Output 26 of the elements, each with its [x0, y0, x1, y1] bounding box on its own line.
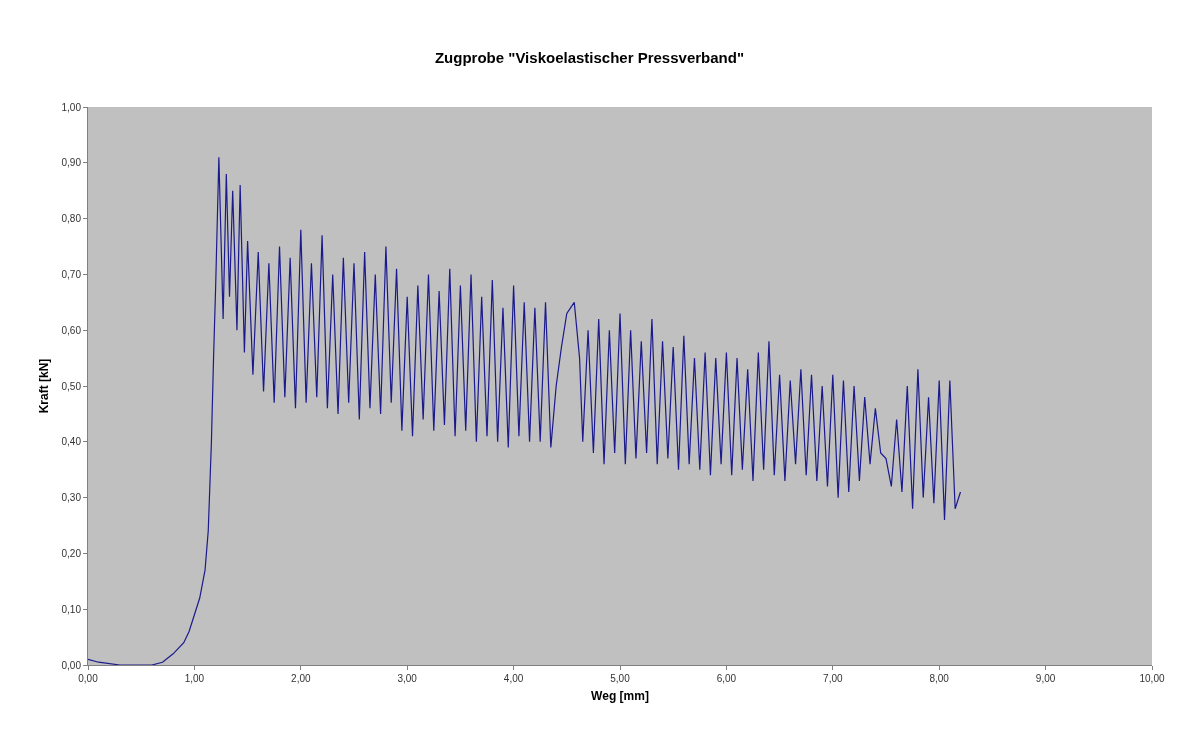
- x-tick-label: 4,00: [503, 673, 524, 684]
- x-tick-label: 6,00: [716, 673, 737, 684]
- x-tick-label: 9,00: [1035, 673, 1056, 684]
- x-tick-label: 5,00: [610, 673, 631, 684]
- y-axis-title: Kraft [kN]: [36, 358, 51, 414]
- chart-title: Zugprobe "Viskoelastischer Pressverband": [434, 48, 745, 66]
- x-tick-label: 8,00: [929, 673, 950, 684]
- x-tick-label: 0,00: [78, 673, 99, 684]
- y-tick-label: 0,50: [61, 380, 82, 392]
- x-tick-label: 1,00: [184, 673, 205, 684]
- y-tick-label: 0,40: [61, 436, 82, 448]
- y-tick-label: 0,80: [61, 213, 82, 225]
- y-tick-label: 0,00: [61, 659, 82, 671]
- x-tick-label: 3,00: [397, 673, 418, 684]
- x-tick-label: 7,00: [823, 673, 843, 684]
- x-axis-title: Weg [mm]: [591, 688, 649, 703]
- y-tick-label: 0,90: [61, 157, 82, 169]
- y-tick-label: 1,00: [61, 101, 82, 113]
- x-tick-label: 10,00: [1139, 673, 1165, 684]
- y-tick-label: 0,70: [61, 268, 82, 280]
- line-series: [88, 156, 962, 665]
- y-tick-label: 0,20: [61, 547, 82, 559]
- y-tick-label: 0,10: [61, 603, 82, 615]
- x-tick-label: 2,00: [291, 673, 311, 684]
- y-tick-label: 0,60: [61, 324, 82, 336]
- y-tick-label: 0,30: [61, 492, 82, 504]
